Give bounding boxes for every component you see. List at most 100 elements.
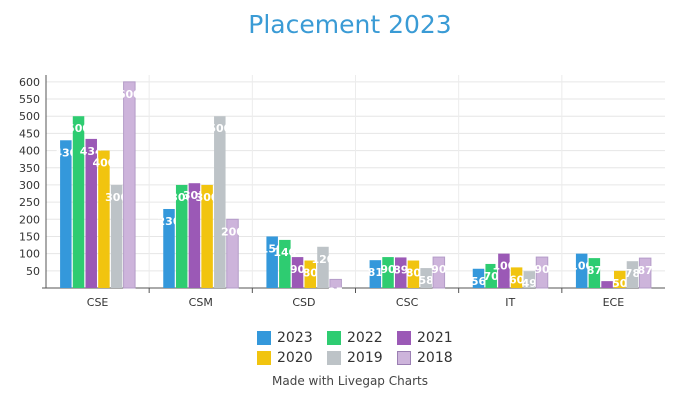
bar	[498, 253, 510, 288]
bar-value-label: 600	[118, 88, 141, 101]
bar	[304, 260, 317, 288]
bar-value-label: 305	[183, 189, 206, 202]
bar-value-label: 81	[368, 266, 383, 279]
bar-value-label: 230	[158, 215, 181, 228]
y-tick-label: 500	[19, 110, 40, 123]
bar	[317, 246, 329, 288]
legend-label: 2020	[277, 350, 313, 366]
chart-title: Placement 2023	[248, 10, 452, 39]
bar	[485, 263, 497, 288]
bar	[523, 271, 536, 288]
bar-value-label: 400	[92, 157, 115, 170]
legend-label: 2022	[347, 330, 383, 346]
legend: 2023 2022 2021 2020 2019 2018	[257, 330, 457, 366]
bar-value-label: 120	[311, 253, 334, 266]
y-tick-label: 550	[19, 93, 40, 106]
bar-value-label: 89	[393, 263, 408, 276]
legend-swatch	[327, 351, 341, 365]
bar-value-label: 300	[196, 191, 219, 204]
bar-value-label: 60	[509, 273, 525, 286]
y-tick-label: 200	[19, 213, 40, 226]
legend-item[interactable]: 2023	[257, 330, 317, 346]
bar-value-label: 140	[273, 246, 296, 259]
bar-value-label: 25	[328, 285, 343, 298]
bar-value-label: 90	[380, 263, 396, 276]
bar-value-label: 90	[534, 263, 550, 276]
bar	[472, 268, 485, 288]
bar-value-label: 300	[105, 191, 128, 204]
bar	[535, 256, 549, 289]
bar-value-label: 80	[406, 267, 422, 280]
y-tick-label: 300	[19, 179, 40, 192]
bar	[329, 278, 342, 289]
legend-item[interactable]: 2020	[257, 350, 317, 366]
bar-value-label: 430	[54, 146, 77, 159]
bar	[266, 236, 278, 288]
bar	[626, 261, 639, 288]
bar	[175, 184, 188, 288]
legend-swatch	[397, 351, 411, 365]
bar-value-label: 200	[221, 225, 244, 238]
bar	[98, 150, 110, 288]
bar-value-label: 100	[570, 260, 593, 273]
bar	[510, 267, 523, 288]
legend-label: 2023	[277, 330, 313, 346]
bar	[432, 256, 446, 289]
bar-value-label: 70	[484, 270, 500, 283]
bar	[188, 183, 201, 288]
bar-value-label: 500	[208, 122, 231, 135]
bar-value-label: 58	[418, 274, 433, 287]
legend-swatch	[257, 351, 271, 365]
y-tick-label: 450	[19, 127, 40, 140]
bar-value-label: 20	[599, 287, 615, 300]
legend-item[interactable]: 2019	[327, 350, 387, 366]
legend-label: 2019	[347, 350, 383, 366]
bar-value-label: 80	[303, 267, 319, 280]
bar	[85, 138, 97, 288]
bar	[614, 270, 626, 288]
bar	[420, 268, 432, 288]
y-tick-label: 50	[26, 265, 40, 278]
bar-value-label: 87	[587, 264, 602, 277]
y-tick-label: 150	[19, 230, 40, 243]
bar	[110, 184, 123, 288]
legend-item[interactable]: 2018	[397, 350, 457, 366]
bar-value-label: 87	[638, 264, 653, 277]
x-tick-label: CSM	[189, 296, 213, 309]
bar-value-label: 78	[625, 267, 640, 280]
legend-item[interactable]: 2021	[397, 330, 457, 346]
y-tick-label: 100	[19, 248, 40, 261]
legend-swatch	[397, 331, 411, 345]
bar	[382, 257, 394, 288]
legend-item[interactable]: 2022	[327, 330, 387, 346]
bar	[163, 208, 175, 288]
legend-label: 2018	[417, 350, 453, 366]
bar	[601, 281, 613, 288]
bar	[60, 140, 72, 288]
legend-swatch	[257, 331, 271, 345]
bar-value-label: 500	[67, 122, 90, 135]
bar-value-label: 90	[290, 263, 306, 276]
bar	[394, 257, 407, 288]
bar-value-label: 100	[492, 260, 515, 273]
bar-value-label: 56	[471, 275, 487, 288]
bar-value-label: 90	[431, 263, 447, 276]
x-tick-label: IT	[505, 296, 515, 309]
bar-value-label: 300	[170, 191, 193, 204]
bar	[588, 258, 601, 288]
bar	[123, 81, 136, 289]
bar	[291, 257, 304, 288]
legend-label: 2021	[417, 330, 453, 346]
legend-swatch	[327, 331, 341, 345]
bar	[214, 116, 226, 289]
y-tick-label: 250	[19, 196, 40, 209]
x-tick-label: CSC	[396, 296, 419, 309]
y-tick-label: 400	[19, 145, 40, 158]
bar-value-label: 49	[522, 277, 537, 290]
bar	[407, 260, 420, 288]
bar	[369, 260, 382, 288]
bar	[72, 116, 85, 289]
bar	[279, 239, 291, 288]
x-tick-label: ECE	[603, 296, 625, 309]
bar-value-label: 50	[612, 277, 628, 290]
